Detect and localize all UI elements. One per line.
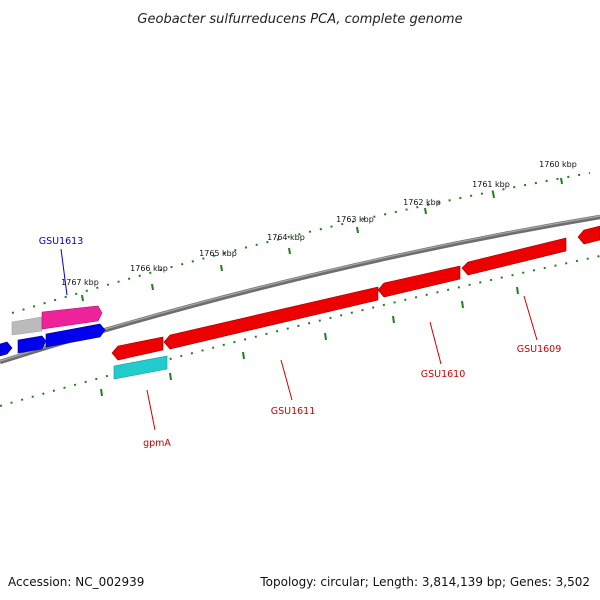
- leader-gsu1609: [523, 295, 538, 341]
- tick-label: 1767 kbp: [61, 278, 99, 287]
- gene-gpma[interactable]: [111, 336, 164, 361]
- leader-gsu1613: [60, 248, 68, 296]
- major-tick: [424, 207, 427, 215]
- tick-label: 1761 kbp: [472, 180, 510, 189]
- gene-gray[interactable]: [11, 316, 43, 336]
- major-tick: [392, 315, 395, 324]
- gene-gsu1609[interactable]: [461, 237, 567, 276]
- major-tick: [288, 247, 291, 255]
- tick-label: 1766 kbp: [130, 264, 168, 273]
- gene-blue-small[interactable]: [17, 335, 47, 354]
- tick-label: 1763 kbp: [336, 215, 374, 224]
- major-tick: [220, 264, 223, 272]
- major-tick: [516, 286, 519, 295]
- gene-label-gsu1610: GSU1610: [421, 369, 466, 380]
- map-title: Geobacter sulfurreducens PCA, complete g…: [137, 12, 462, 27]
- gene-red-edge[interactable]: [577, 225, 600, 245]
- tick-label: 1762 kbp: [403, 198, 441, 207]
- major-tick: [151, 283, 154, 291]
- genome-summary-text: Topology: circular; Length: 3,814,139 bp…: [259, 575, 590, 589]
- tick-label: 1764 kbp: [267, 233, 305, 242]
- major-ticks: [81, 177, 563, 397]
- major-tick: [81, 294, 84, 302]
- major-tick: [242, 351, 245, 360]
- gene-gsu1610[interactable]: [377, 265, 461, 298]
- gene-gsu1611[interactable]: [163, 286, 379, 350]
- major-tick: [461, 300, 464, 309]
- gene-label-gpma: gpmA: [143, 438, 171, 449]
- outer-tick-track: [11, 172, 591, 314]
- major-tick: [169, 372, 172, 381]
- gene-blue-edge[interactable]: [0, 341, 13, 357]
- major-tick: [100, 388, 103, 397]
- leader-gpma: [146, 389, 156, 431]
- accession-text: Accession: NC_002939: [8, 575, 144, 589]
- gene-cyan[interactable]: [113, 355, 168, 380]
- major-tick: [324, 332, 327, 341]
- leader-gsu1610: [429, 321, 442, 365]
- gene-gsu1613[interactable]: [41, 305, 103, 330]
- leader-gsu1611: [280, 359, 293, 401]
- major-tick: [560, 177, 563, 185]
- major-tick: [492, 191, 495, 199]
- gene-blue-large[interactable]: [45, 323, 106, 348]
- major-tick: [356, 226, 359, 234]
- tick-label: 1760 kbp: [539, 160, 577, 169]
- tick-label: 1765 kbp: [199, 249, 237, 258]
- gene-label-gsu1611: GSU1611: [271, 406, 316, 417]
- gene-label-gsu1613: GSU1613: [39, 236, 84, 247]
- gene-label-gsu1609: GSU1609: [517, 344, 562, 355]
